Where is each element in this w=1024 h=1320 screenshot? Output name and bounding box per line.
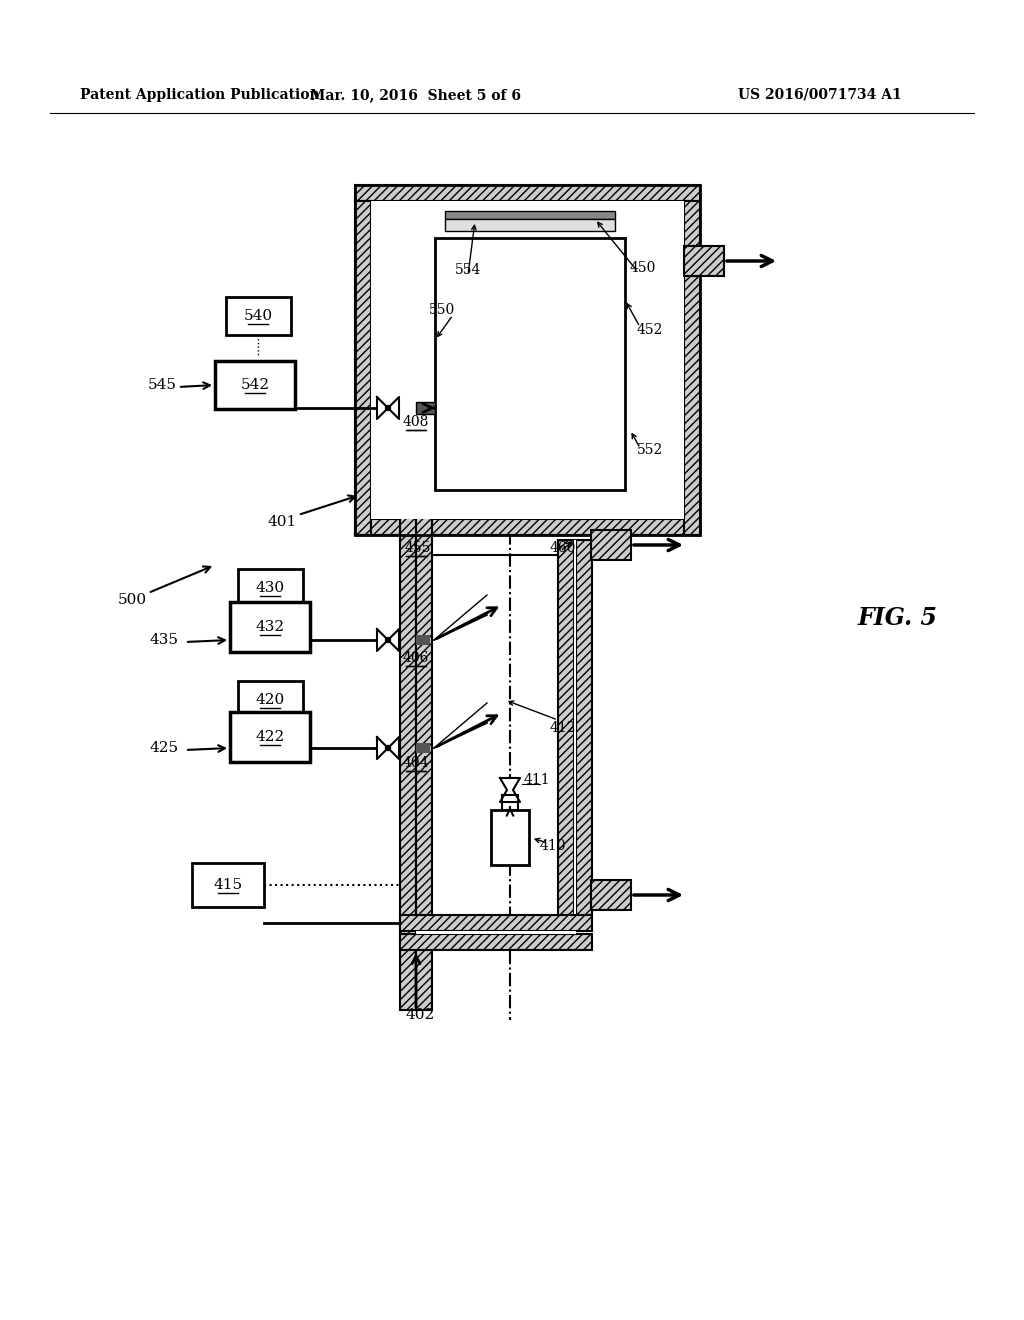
Bar <box>591 880 631 909</box>
Text: US 2016/0071734 A1: US 2016/0071734 A1 <box>738 88 902 102</box>
Text: 415: 415 <box>213 878 243 892</box>
Bar <box>416 931 575 935</box>
Text: 412: 412 <box>550 721 577 735</box>
Bar <box>193 863 264 907</box>
Polygon shape <box>377 630 399 651</box>
Text: 410: 410 <box>540 840 566 853</box>
Text: 455: 455 <box>404 541 431 554</box>
Text: Mar. 10, 2016  Sheet 5 of 6: Mar. 10, 2016 Sheet 5 of 6 <box>309 88 520 102</box>
Bar <box>416 210 432 1010</box>
Text: 542: 542 <box>241 378 269 392</box>
Text: 432: 432 <box>255 620 285 634</box>
Bar <box>230 711 310 762</box>
Bar <box>355 185 700 535</box>
Text: FIG. 5: FIG. 5 <box>858 606 938 630</box>
Bar <box>355 519 400 535</box>
Text: 402: 402 <box>406 1008 435 1022</box>
Bar <box>490 810 529 865</box>
Text: 545: 545 <box>148 378 177 392</box>
Bar <box>355 201 371 535</box>
Text: 411: 411 <box>524 774 551 787</box>
Bar <box>684 246 724 276</box>
Text: 540: 540 <box>244 309 272 323</box>
Bar <box>230 602 310 652</box>
Polygon shape <box>377 737 399 759</box>
Bar <box>416 635 430 645</box>
Bar <box>400 915 592 931</box>
Bar <box>416 403 435 414</box>
Bar <box>435 238 625 490</box>
Bar <box>416 743 430 752</box>
Text: 422: 422 <box>255 730 285 744</box>
Bar <box>445 219 615 231</box>
Bar <box>238 681 303 719</box>
Text: 430: 430 <box>255 581 285 595</box>
Polygon shape <box>377 397 399 418</box>
Circle shape <box>385 638 390 643</box>
Text: 452: 452 <box>637 323 664 337</box>
Text: 425: 425 <box>150 741 179 755</box>
Bar <box>215 360 295 409</box>
Bar <box>574 540 575 915</box>
Bar <box>684 201 700 246</box>
Text: 460: 460 <box>550 541 577 554</box>
Text: 554: 554 <box>455 263 481 277</box>
Text: 450: 450 <box>630 261 656 275</box>
Bar <box>445 211 615 219</box>
Bar <box>502 795 518 810</box>
Bar <box>591 531 631 560</box>
Polygon shape <box>500 777 520 803</box>
Text: 550: 550 <box>429 304 455 317</box>
Bar <box>432 519 700 535</box>
Text: 435: 435 <box>150 634 179 647</box>
Bar <box>355 185 700 201</box>
Bar <box>371 201 684 519</box>
Text: 406: 406 <box>402 651 429 665</box>
Bar <box>400 210 416 1010</box>
Text: 420: 420 <box>255 693 285 708</box>
Text: 404: 404 <box>402 756 429 770</box>
Bar <box>238 569 303 607</box>
Text: 552: 552 <box>637 444 664 457</box>
Circle shape <box>385 405 390 411</box>
Circle shape <box>385 746 390 751</box>
Text: 500: 500 <box>118 593 147 607</box>
Bar <box>575 540 592 915</box>
Text: 401: 401 <box>268 515 297 529</box>
Bar <box>226 297 291 335</box>
Text: Patent Application Publication: Patent Application Publication <box>80 88 319 102</box>
Bar <box>400 935 592 950</box>
Bar <box>684 276 700 535</box>
Text: 408: 408 <box>402 414 429 429</box>
Bar <box>558 540 574 915</box>
